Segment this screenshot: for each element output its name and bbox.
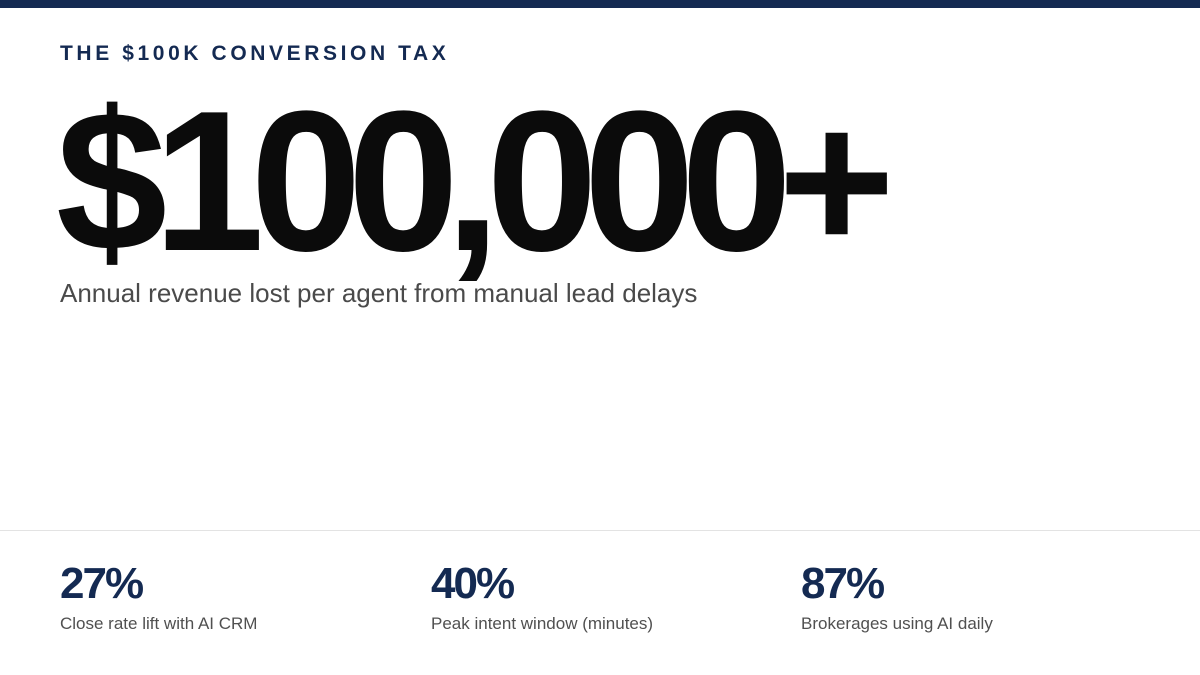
eyebrow-title: THE $100K CONVERSION TAX <box>60 42 450 65</box>
stat-label: Brokerages using AI daily <box>801 614 993 634</box>
stat-value: 87% <box>801 559 885 608</box>
section-divider <box>0 530 1200 531</box>
hero-value: $100,000+ <box>56 70 895 293</box>
stat-intent-window: 40% Peak intent window (minutes) <box>431 559 654 634</box>
stat-close-rate: 27% Close rate lift with AI CRM <box>60 559 258 634</box>
top-accent-bar <box>0 0 1200 8</box>
stat-brokerages-ai: 87% Brokerages using AI daily <box>801 559 993 634</box>
stat-value: 27% <box>60 559 144 608</box>
stat-value: 40% <box>431 559 515 608</box>
hero-caption: Annual revenue lost per agent from manua… <box>60 278 698 308</box>
stat-label: Close rate lift with AI CRM <box>60 614 258 634</box>
stats-row: 27% Close rate lift with AI CRM 40% Peak… <box>0 559 1200 660</box>
stat-label: Peak intent window (minutes) <box>431 614 654 634</box>
